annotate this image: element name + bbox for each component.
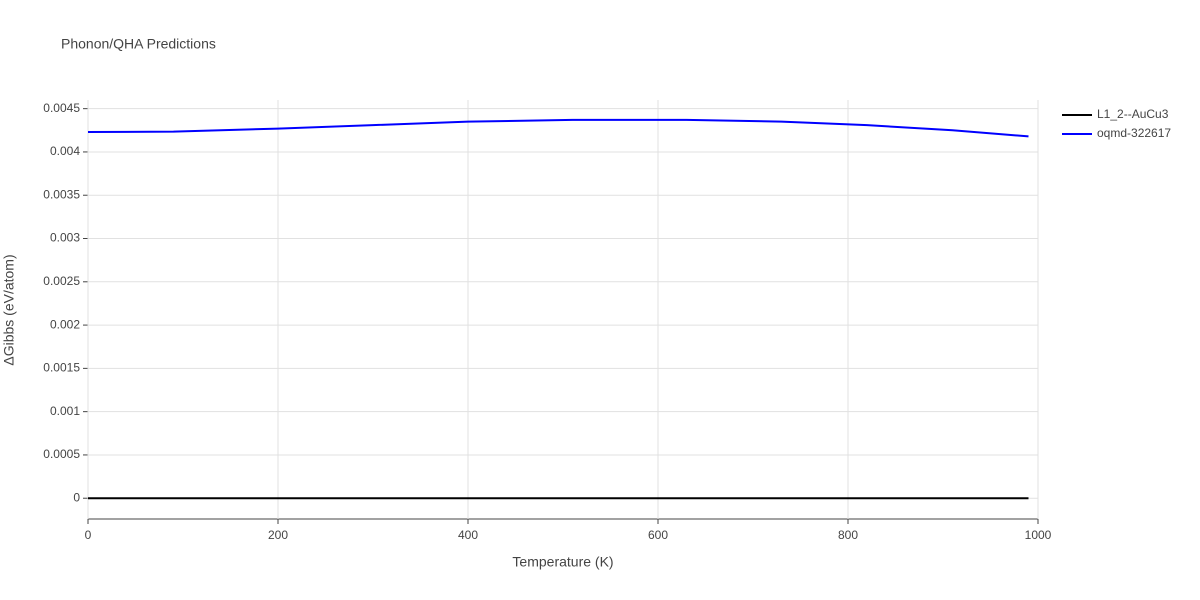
y-tick-label: 0 bbox=[73, 490, 80, 504]
x-tick-label: 600 bbox=[648, 528, 668, 542]
y-tick-label: 0.004 bbox=[50, 144, 80, 158]
x-tick-label: 400 bbox=[458, 528, 478, 542]
y-axis-label: ΔGibbs (eV/atom) bbox=[1, 254, 17, 365]
chart-title: Phonon/QHA Predictions bbox=[61, 36, 216, 52]
y-tick-label: 0.0005 bbox=[43, 447, 80, 461]
x-tick-label: 200 bbox=[268, 528, 288, 542]
x-tick-label: 0 bbox=[85, 528, 92, 542]
y-tick-label: 0.002 bbox=[50, 317, 80, 331]
x-axis-label: Temperature (K) bbox=[512, 554, 613, 570]
y-tick-label: 0.001 bbox=[50, 404, 80, 418]
y-tick-label: 0.0025 bbox=[43, 274, 80, 288]
y-tick-label: 0.003 bbox=[50, 231, 80, 245]
legend-label: oqmd-322617 bbox=[1097, 126, 1171, 140]
x-tick-label: 800 bbox=[838, 528, 858, 542]
y-tick-label: 0.0015 bbox=[43, 361, 80, 375]
y-tick-label: 0.0045 bbox=[43, 101, 80, 115]
x-tick-label: 1000 bbox=[1025, 528, 1052, 542]
series-line bbox=[87, 118, 1029, 138]
y-tick-label: 0.0035 bbox=[43, 187, 80, 201]
legend-label: L1_2--AuCu3 bbox=[1097, 107, 1169, 121]
